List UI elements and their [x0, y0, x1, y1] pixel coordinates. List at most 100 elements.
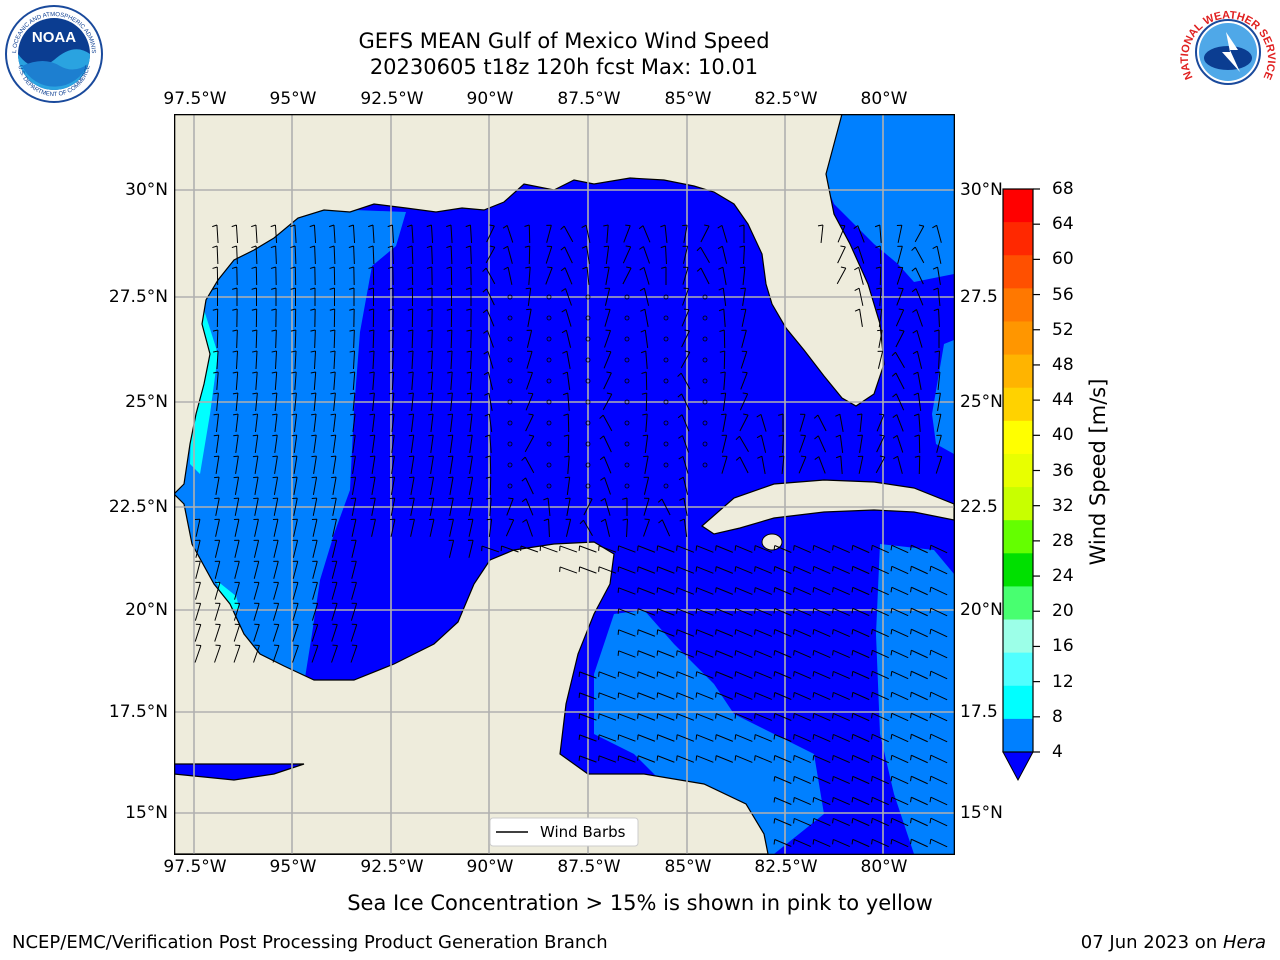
wind-barb [233, 624, 241, 642]
wind-barb-flag [407, 224, 413, 228]
wind-barb [683, 498, 688, 516]
wind-barb-flag [910, 629, 912, 635]
wind-barb-flag [564, 476, 570, 479]
nws-logo: NATIONAL WEATHER SERVICE [1179, 5, 1277, 99]
wind-barb [739, 414, 749, 432]
wind-barb-flag [720, 371, 726, 374]
wind-barb [371, 477, 376, 495]
wind-barb [470, 329, 472, 349]
wind-barb [657, 734, 675, 742]
wind-barb [852, 817, 870, 827]
wind-barb [390, 477, 396, 495]
wind-barb [930, 670, 948, 680]
wind-barb-flag [446, 329, 452, 332]
calm-marker [546, 315, 552, 321]
lon-label-bottom-7: 80°W [860, 857, 908, 877]
wind-barb [215, 477, 220, 495]
wind-barb [313, 224, 317, 244]
wind-barb [794, 797, 811, 805]
wind-barb [852, 775, 870, 785]
wind-barb-flag [677, 414, 683, 419]
wind-barb-flag [890, 776, 893, 782]
calm-marker [702, 315, 708, 321]
wind-barb-flag [812, 608, 815, 614]
wind-barb-flag [890, 797, 893, 803]
wind-barb [469, 371, 473, 391]
wind-barb [195, 540, 201, 558]
wind-barb [481, 545, 500, 553]
wind-barb-flag [232, 350, 238, 353]
wind-barb-flag [482, 288, 487, 293]
wind-barb [891, 586, 909, 596]
wind-barb-flag [832, 566, 834, 572]
wind-barb [930, 733, 948, 743]
calm-marker [585, 357, 591, 363]
wind-barb [781, 455, 785, 475]
wind-barb [794, 734, 811, 742]
wind-barb-flag [898, 308, 904, 311]
wind-barb-flag [832, 650, 834, 656]
wind-barb [331, 540, 338, 558]
wind-barb [916, 309, 923, 327]
calm-marker [624, 336, 630, 342]
wind-barb [546, 225, 552, 243]
wind-barb-flag [875, 245, 881, 248]
wind-barb [657, 650, 675, 658]
wind-barb-flag [561, 288, 566, 292]
wind-barb [637, 755, 656, 763]
wind-barb [676, 734, 695, 742]
wind-barb [449, 498, 454, 516]
wind-barb [872, 733, 889, 743]
wind-barb [294, 245, 297, 265]
wind-barb-flag [270, 266, 276, 269]
wind-barb [833, 775, 850, 785]
wind-barb [525, 498, 534, 516]
sea-ice-caption: Sea Ice Concentration > 15% is shown in … [347, 891, 933, 915]
wind-barb [313, 371, 317, 391]
lat-label-right-4: 20°N [960, 600, 1003, 620]
wind-barb [313, 435, 317, 453]
wind-barb [774, 776, 792, 784]
wind-barb-flag [754, 692, 756, 698]
wind-barb [872, 796, 889, 806]
wind-barb [430, 371, 434, 391]
wind-barb [872, 754, 889, 764]
wind-barb-flag [754, 650, 756, 656]
wind-barb-flag [878, 413, 885, 416]
wind-barb-flag [910, 734, 912, 740]
colorbar [1002, 188, 1040, 782]
wind-barb-flag [290, 329, 296, 332]
wind-barb [566, 477, 571, 495]
wind-barb-flag [851, 734, 854, 740]
wind-barb [312, 561, 318, 579]
wind-barb-flag [773, 797, 776, 803]
wind-barb [215, 414, 220, 432]
footer-host: Hera [1222, 932, 1266, 953]
wind-barb [739, 435, 749, 453]
wind-barb [878, 330, 883, 348]
wind-barb [622, 246, 632, 264]
wind-barb-flag [482, 267, 487, 272]
wind-barb [331, 603, 338, 621]
wind-barb-flag [853, 246, 859, 250]
wind-barb-flag [851, 818, 854, 824]
wind-barb-flag [348, 266, 354, 269]
wind-barb [794, 818, 811, 826]
calm-marker [663, 420, 669, 426]
wind-barb-flag [793, 734, 795, 740]
wind-barb [891, 838, 909, 848]
wind-barb-flag [388, 287, 394, 290]
wind-barb-flag [369, 455, 375, 458]
colorbar-segment [1003, 685, 1033, 720]
wind-barb-flag [739, 245, 745, 248]
wind-barb-flag [695, 755, 698, 761]
wind-barb [312, 519, 318, 537]
wind-barb [603, 456, 612, 474]
wind-barb-flag [832, 839, 834, 845]
wind-barb-flag [696, 267, 702, 272]
wind-barb [735, 671, 753, 679]
wind-barb [194, 645, 202, 663]
wind-barb [350, 603, 358, 621]
wind-barb-flag [773, 713, 776, 719]
wind-barb-flag [368, 266, 374, 269]
